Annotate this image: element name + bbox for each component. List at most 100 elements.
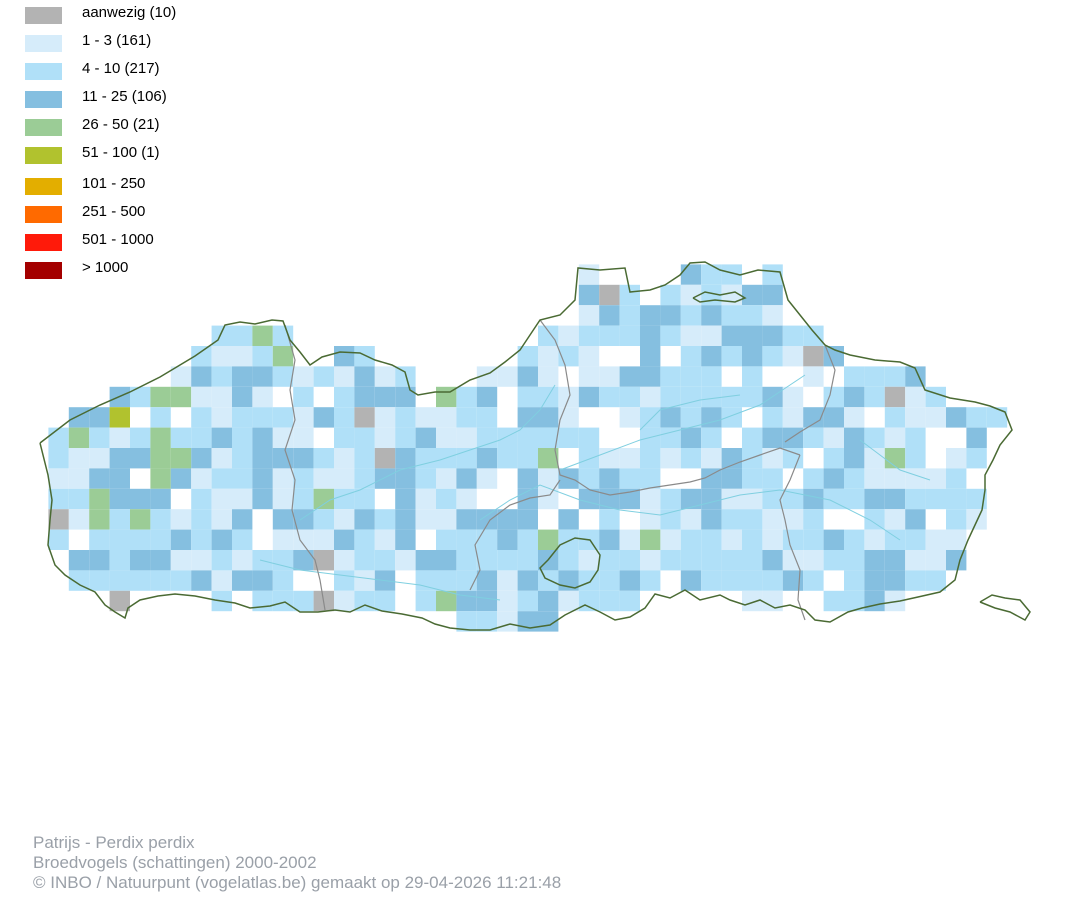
grid-cell [844, 590, 865, 612]
grid-cell [742, 590, 763, 612]
grid-cell [660, 366, 681, 387]
grid-cell [130, 509, 151, 530]
river-4 [259, 559, 501, 601]
grid-cell [517, 611, 538, 632]
legend-item-26-50: 26 - 50 (21) [25, 115, 325, 136]
grid-cell [762, 407, 783, 428]
grid-cell [191, 529, 212, 550]
grid-cell [640, 366, 661, 387]
grid-cell [272, 448, 294, 469]
grid-cell [578, 386, 600, 408]
grid-cell [660, 386, 681, 408]
grid-cell [782, 570, 804, 591]
grid-cell [619, 366, 640, 387]
grid-cell [578, 448, 600, 469]
grid-cell [680, 386, 702, 408]
grid-cell [374, 407, 396, 428]
grid-cell [252, 407, 273, 428]
grid-cell [782, 488, 804, 510]
grid-cell [272, 550, 294, 571]
grid-cell [660, 427, 681, 448]
grid-cell [844, 427, 865, 448]
grid-cell [762, 509, 783, 530]
grid-cell [884, 407, 906, 428]
grid-cell [211, 550, 232, 571]
legend-item-1-3: 1 - 3 (161) [25, 31, 325, 52]
grid-cell [109, 570, 130, 591]
grid-cell [701, 448, 722, 469]
grid-cell [782, 427, 804, 448]
grid-cell [211, 427, 232, 448]
grid-cell [293, 427, 314, 448]
grid-cell [476, 590, 498, 612]
grid-cell [680, 550, 702, 571]
grid-cell [415, 488, 436, 510]
grid-cell [538, 468, 559, 489]
grid-cell [497, 590, 518, 612]
grid-cell [130, 488, 151, 510]
grid-cell [578, 488, 600, 510]
grid-cell [436, 550, 457, 571]
grid-cell [721, 407, 742, 428]
grid-cell [252, 468, 273, 489]
grid-cell [701, 570, 722, 591]
legend-label: 101 - 250 [82, 175, 146, 192]
grid-cell [252, 386, 273, 408]
grid-cell [660, 407, 681, 428]
grid-cell [864, 366, 885, 387]
grid-cell [170, 448, 192, 469]
grid-cell [517, 346, 538, 367]
grid-cell [701, 325, 722, 346]
grid-cell [68, 427, 90, 448]
grid-cell [476, 386, 498, 408]
grid-cell [762, 427, 783, 448]
grid-cell [640, 386, 661, 408]
grid-cell [782, 448, 804, 469]
grid-cell [782, 386, 804, 408]
legend-swatch [25, 178, 62, 195]
grid-cell [334, 407, 355, 428]
grid-cell [272, 366, 294, 387]
grid-cell [844, 448, 865, 469]
grid-cell [150, 407, 171, 428]
grid-cell [436, 488, 457, 510]
grid-cell [905, 550, 926, 571]
grid-cell [313, 407, 334, 428]
grid-cell [211, 386, 232, 408]
grid-cell [517, 386, 538, 408]
grid-cell [619, 284, 640, 306]
grid-cell [742, 488, 763, 510]
grid-cell [844, 386, 865, 408]
grid-cell [109, 550, 130, 571]
grid-cell [680, 407, 702, 428]
grid-cell [599, 468, 620, 489]
grid-cell [415, 468, 436, 489]
grid-cell [640, 468, 661, 489]
grid-cell [721, 305, 742, 326]
grid-cell [354, 509, 375, 530]
grid-cell [782, 346, 804, 367]
grid-cell [905, 407, 926, 428]
grid-cell [395, 407, 416, 428]
rivers-layer [259, 374, 931, 601]
grid-cell [721, 284, 742, 306]
grid-cell [517, 427, 538, 448]
legend-swatch [25, 119, 62, 136]
legend-swatch [25, 206, 62, 223]
grid-cell [272, 325, 294, 346]
grid-cell [762, 550, 783, 571]
grid-cell [905, 448, 926, 469]
grid-cell [680, 264, 702, 285]
grid-cell [415, 509, 436, 530]
grid-cell [415, 570, 436, 591]
grid-cell [619, 550, 640, 571]
grid-cell [68, 488, 90, 510]
grid-cell [395, 386, 416, 408]
grid-cell [844, 550, 865, 571]
grid-cell [130, 386, 151, 408]
grid-cell [334, 386, 355, 408]
grid-cell [68, 550, 90, 571]
grid-cell [762, 590, 783, 612]
grid-cell [864, 427, 885, 448]
